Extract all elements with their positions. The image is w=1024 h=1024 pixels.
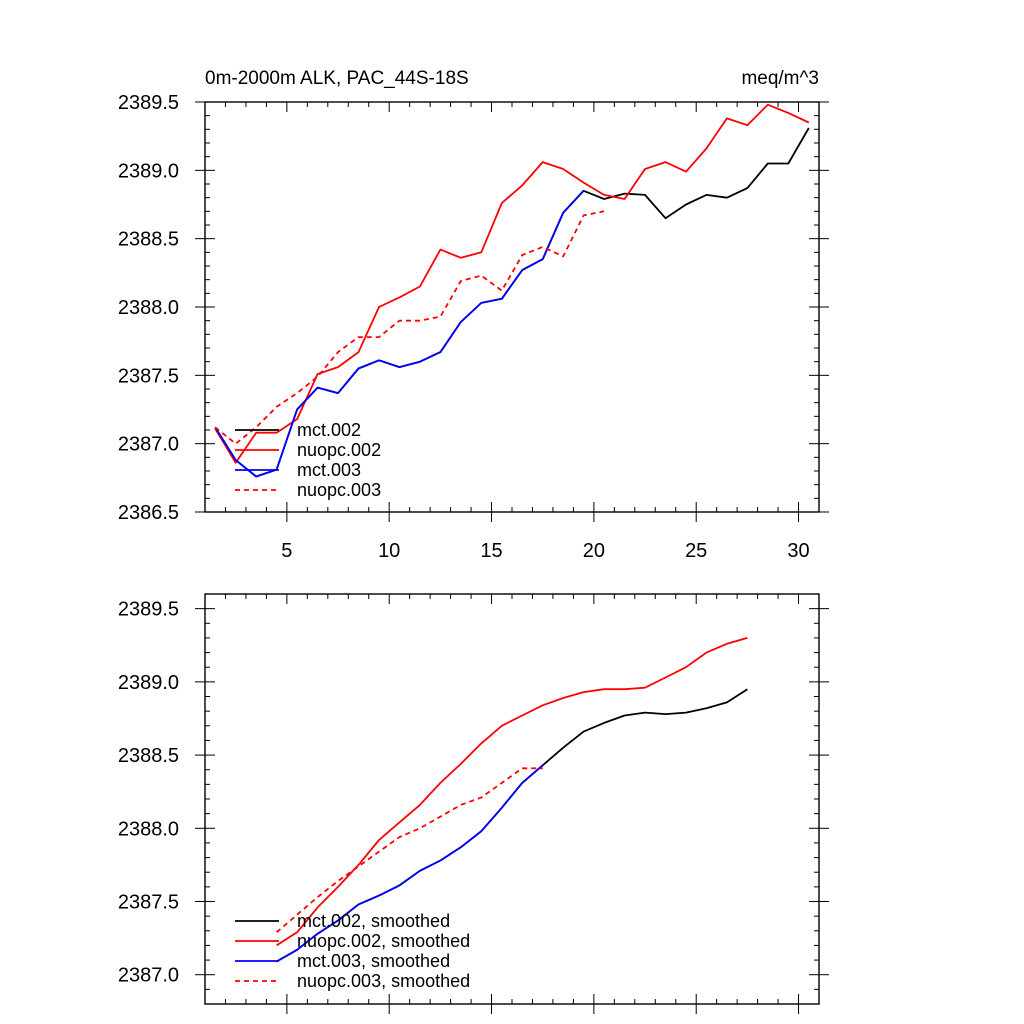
y-axis-tick-labels: 2386.5 2387.0 2387.5 2388.0 2388.5 2389.0 2389… — [118, 92, 179, 524]
legend-label: mct.003 — [297, 460, 361, 480]
x-tick-label: 10 — [378, 540, 400, 562]
series-line-nuopc-002 — [214, 103, 810, 464]
y-tick-label: 2389.5 — [118, 599, 179, 621]
y-tick-label: 2389.0 — [118, 672, 179, 694]
chart-top: 0m-2000m ALK, PAC_44S-18S meq/m^3 5 10 15 2… — [118, 68, 829, 562]
x-tick-label: 15 — [480, 540, 502, 562]
legend-label: nuopc.003, smoothed — [297, 971, 470, 991]
axis-ticks — [195, 593, 829, 1014]
legend-label: mct.002 — [297, 420, 361, 440]
legend-label: nuopc.003 — [297, 480, 381, 500]
series-line-nuopc-002-smoothed — [276, 637, 748, 947]
series-line-nuopc-003 — [214, 210, 605, 445]
legend-label: nuopc.002, smoothed — [297, 931, 470, 951]
y-tick-label: 2387.0 — [118, 965, 179, 987]
axis-ticks — [195, 101, 829, 522]
series-lines — [276, 637, 748, 963]
series-lines — [214, 103, 810, 478]
x-tick-label: 20 — [583, 540, 605, 562]
series-line-nuopc-003-smoothed — [276, 767, 543, 933]
legend-label: mct.002, smoothed — [297, 911, 450, 931]
series-line-mct-003-smoothed — [276, 764, 544, 963]
y-tick-label: 2388.0 — [118, 297, 179, 319]
y-tick-label: 2389.5 — [118, 92, 179, 114]
y-tick-label: 2388.0 — [118, 818, 179, 840]
y-tick-label: 2389.0 — [118, 160, 179, 182]
chart-title: 0m-2000m ALK, PAC_44S-18S — [205, 68, 469, 89]
x-tick-label: 25 — [685, 540, 707, 562]
x-tick-label: 5 — [281, 540, 292, 562]
chart-bottom: 2387.0 2387.5 2388.0 2388.5 2389.0 2389.5 mct… — [118, 593, 829, 1014]
chart-units: meq/m^3 — [741, 68, 819, 89]
legend-label: nuopc.002 — [297, 440, 381, 460]
series-line-mct-003 — [214, 190, 585, 478]
y-tick-label: 2387.5 — [118, 892, 179, 914]
legend-label: mct.003, smoothed — [297, 951, 450, 971]
x-axis-tick-labels: 5 10 15 20 25 30 — [281, 540, 809, 562]
y-tick-label: 2387.5 — [118, 365, 179, 387]
x-tick-label: 30 — [787, 540, 809, 562]
y-tick-label: 2388.5 — [118, 229, 179, 251]
y-axis-tick-labels: 2387.0 2387.5 2388.0 2388.5 2389.0 2389.5 — [118, 599, 179, 987]
y-tick-label: 2386.5 — [118, 502, 179, 524]
y-tick-label: 2387.0 — [118, 434, 179, 456]
y-tick-label: 2388.5 — [118, 745, 179, 767]
